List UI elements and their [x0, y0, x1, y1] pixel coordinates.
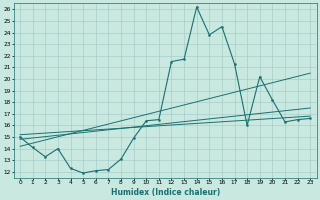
X-axis label: Humidex (Indice chaleur): Humidex (Indice chaleur) — [110, 188, 220, 197]
